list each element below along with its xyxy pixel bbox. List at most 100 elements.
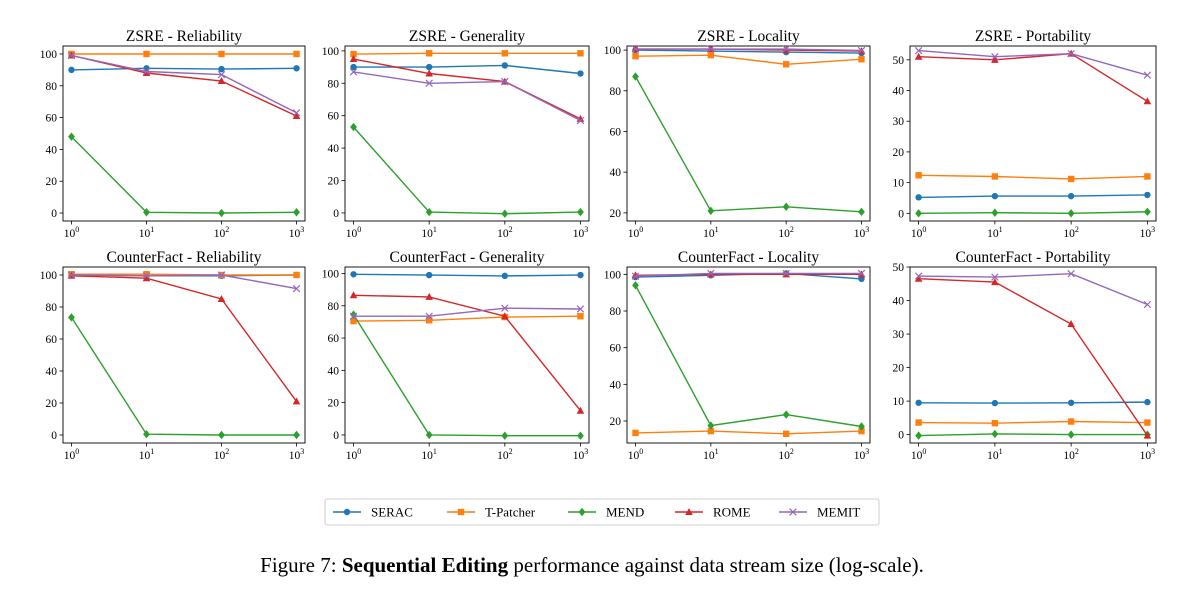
y-tick-label: 0: [51, 208, 57, 220]
series-mend: [68, 132, 300, 218]
y-tick-label: 80: [328, 78, 340, 90]
axes-frame: [62, 45, 306, 222]
y-tick-label: 60: [46, 334, 58, 346]
data-point-memit: [217, 70, 226, 79]
data-point-memit: [349, 312, 358, 320]
data-point-mend: [425, 207, 433, 217]
legend-label: ROME: [713, 505, 751, 520]
x-tick-label: 101: [703, 225, 719, 240]
series-line-rome: [918, 52, 1148, 102]
series-line-serac: [71, 67, 297, 71]
data-point-t-patcher: [915, 419, 922, 426]
x-tick-label: 103: [573, 225, 589, 240]
data-point-t-patcher: [218, 50, 225, 58]
y-tick-label: 100: [40, 270, 58, 282]
data-point-memit: [991, 273, 999, 281]
y-tick-label: 100: [322, 268, 340, 280]
axes-frame: [626, 45, 871, 222]
series-line-mend: [634, 76, 862, 213]
series-serac: [68, 65, 300, 74]
series-line-mend: [352, 314, 581, 437]
series-serac: [915, 191, 1151, 201]
y-tick-label: 80: [610, 306, 622, 318]
y-tick-label: 40: [893, 296, 905, 308]
data-point-memit: [576, 116, 585, 125]
data-point-rome: [425, 292, 433, 300]
data-point-mend: [293, 430, 300, 440]
series-line-rome: [353, 294, 582, 412]
legend-item-rome: ROME: [675, 505, 751, 520]
x-tick-label: 100: [64, 447, 80, 462]
data-point-memit: [501, 77, 509, 86]
data-point-rome: [914, 274, 923, 282]
y-tick-label: 20: [328, 398, 340, 410]
series-mend: [350, 310, 584, 440]
data-point-memit: [914, 272, 923, 280]
series-line-memit: [71, 274, 297, 290]
x-tick-label: 102: [778, 225, 794, 240]
series-rome: [349, 54, 585, 122]
x-tick-label: 101: [421, 447, 437, 462]
chart-panel-counterfact-reliability: CounterFact - Reliability 100 101 102 103 0 20…: [40, 249, 306, 462]
data-point-mend: [68, 132, 75, 141]
data-point-serac: [991, 192, 999, 200]
x-tick-label: 100: [628, 225, 644, 240]
axes-frame: [62, 266, 306, 444]
series-mend: [632, 281, 865, 431]
series-line-serac: [635, 49, 862, 54]
data-point-mend: [632, 72, 639, 81]
axes-frame: [344, 45, 590, 222]
data-point-serac: [425, 63, 433, 71]
series-serac: [632, 46, 865, 57]
series-line-rome: [71, 275, 298, 402]
data-point-t-patcher: [707, 51, 715, 59]
data-point-t-patcher: [501, 50, 509, 57]
x-tick-label: 103: [289, 447, 305, 462]
data-point-mend: [577, 207, 584, 217]
x-tick-label: 102: [1063, 447, 1079, 462]
x-tick-label: 101: [987, 447, 1003, 462]
y-tick-label: 40: [610, 167, 622, 179]
series-line-t-patcher: [635, 430, 862, 435]
x-tick-label: 102: [214, 447, 230, 462]
data-point-serac: [1067, 192, 1075, 200]
data-point-memit: [576, 305, 585, 313]
series-line-memit: [353, 307, 581, 317]
x-tick-label: 102: [778, 447, 794, 462]
series-line-t-patcher: [918, 420, 1148, 424]
data-point-t-patcher: [1067, 418, 1075, 425]
chart-title: ZSRE - Portability: [975, 28, 1092, 45]
data-point-memit: [782, 269, 790, 278]
series-memit: [67, 271, 301, 293]
y-tick-label: 0: [51, 430, 57, 442]
chart-panel-zsre-locality: ZSRE - Locality 100 101 102 103 20 40 60 80 100: [604, 28, 871, 240]
y-tick-label: 100: [322, 46, 340, 58]
series-t-patcher: [915, 418, 1151, 427]
data-point-t-patcher: [1067, 175, 1075, 183]
data-point-memit: [914, 46, 923, 55]
y-tick-label: 20: [893, 147, 905, 159]
series-line-serac: [353, 64, 581, 75]
data-point-mend: [143, 208, 150, 217]
data-point-t-patcher: [350, 317, 357, 325]
series-serac: [632, 270, 865, 283]
data-point-serac: [915, 399, 922, 406]
caption-bold: Sequential Editing: [341, 553, 509, 577]
y-tick-label: 40: [893, 86, 905, 98]
y-tick-label: 30: [893, 329, 905, 341]
data-point-memit: [631, 272, 640, 280]
x-tick-label: 103: [854, 225, 870, 240]
data-point-t-patcher: [632, 429, 639, 437]
legend: SERAC T-Patcher MEND ROME MEMIT: [324, 498, 880, 526]
data-point-serac: [350, 63, 357, 71]
y-tick-label: 20: [610, 208, 622, 220]
legend-item-serac: SERAC: [333, 505, 413, 520]
series-line-serac: [918, 194, 1148, 199]
data-point-mend: [782, 202, 790, 211]
series-t-patcher: [632, 51, 865, 68]
data-point-rome: [991, 55, 999, 63]
caption-prefix: Figure 7:: [260, 553, 342, 577]
data-point-mend: [915, 209, 923, 218]
series-t-patcher: [350, 50, 584, 58]
